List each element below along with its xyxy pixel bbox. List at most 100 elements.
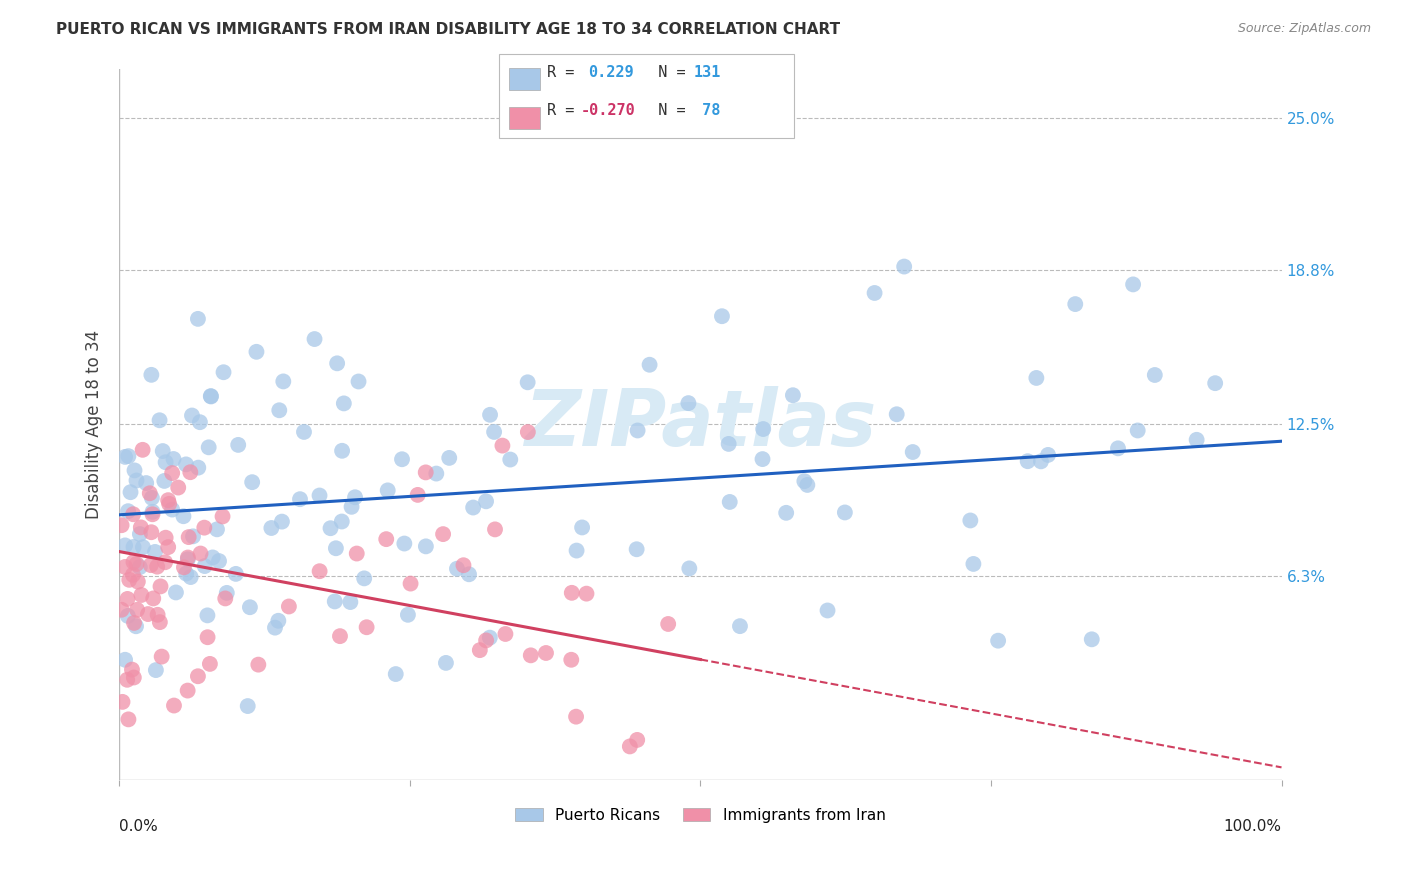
Point (565, 709, 588, 723)
Point (117, 712, 139, 726)
Point (146, 559, 169, 574)
Point (160, 466, 183, 480)
Point (122, 567, 145, 582)
Point (117, 608, 139, 623)
Point (128, 560, 150, 574)
Point (1036, 448, 1059, 462)
Point (187, 460, 209, 475)
Point (384, 667, 406, 681)
Point (728, 619, 751, 633)
Point (560, 653, 582, 667)
Point (1122, 277, 1144, 292)
Point (323, 594, 346, 608)
Text: R =: R = (547, 103, 583, 118)
Point (177, 530, 200, 544)
Point (239, 600, 262, 615)
Point (453, 558, 475, 573)
Point (796, 478, 818, 492)
Point (247, 657, 270, 672)
Point (329, 629, 352, 643)
Point (516, 376, 538, 390)
Point (122, 507, 145, 521)
Text: Source: ZipAtlas.com: Source: ZipAtlas.com (1237, 22, 1371, 36)
Legend: Puerto Ricans, Immigrants from Iran: Puerto Ricans, Immigrants from Iran (509, 802, 891, 829)
Point (125, 474, 148, 488)
Point (1126, 424, 1149, 438)
Point (494, 627, 516, 641)
Point (356, 620, 378, 634)
Point (194, 559, 217, 574)
Point (425, 467, 447, 481)
Point (377, 483, 399, 498)
Point (339, 595, 361, 609)
Text: N =: N = (640, 65, 695, 80)
Point (197, 608, 219, 623)
Point (139, 558, 162, 573)
Point (962, 557, 984, 571)
Point (125, 557, 148, 571)
Point (201, 550, 224, 565)
Point (834, 506, 856, 520)
Point (1107, 442, 1129, 456)
Point (163, 698, 186, 713)
Point (396, 607, 419, 622)
Point (399, 576, 422, 591)
Point (271, 515, 294, 529)
Point (292, 425, 315, 439)
Point (149, 615, 172, 629)
Point (657, 617, 679, 632)
Point (131, 588, 153, 602)
Point (886, 407, 908, 421)
Point (177, 552, 200, 566)
Point (153, 474, 176, 488)
Point (215, 586, 238, 600)
Point (190, 547, 212, 561)
Point (415, 466, 437, 480)
Point (415, 540, 437, 554)
Point (347, 375, 370, 389)
Point (491, 439, 513, 453)
Point (330, 515, 353, 529)
Point (1029, 454, 1052, 468)
Point (143, 545, 166, 559)
Point (160, 502, 183, 516)
Point (375, 532, 398, 546)
Point (181, 529, 204, 543)
Point (122, 555, 145, 569)
Point (114, 653, 136, 667)
Point (245, 344, 267, 359)
Point (152, 444, 174, 458)
Point (330, 443, 353, 458)
Point (111, 695, 134, 709)
Point (478, 631, 501, 645)
Point (626, 732, 648, 747)
Point (863, 285, 886, 300)
Point (200, 389, 222, 403)
Point (463, 500, 485, 515)
Point (475, 633, 498, 648)
Text: 0.229: 0.229 (588, 65, 633, 80)
Point (782, 388, 804, 402)
Point (180, 570, 202, 584)
Point (240, 475, 263, 490)
Point (146, 607, 169, 622)
Point (181, 409, 204, 423)
Point (273, 375, 295, 389)
Point (155, 531, 177, 545)
Point (619, 739, 641, 754)
Point (344, 490, 367, 504)
Point (1064, 297, 1087, 311)
Point (717, 437, 740, 451)
Point (131, 442, 153, 457)
Point (1204, 376, 1226, 391)
Text: 78: 78 (693, 103, 720, 118)
Point (110, 518, 132, 533)
Point (901, 445, 924, 459)
Point (157, 493, 180, 508)
Point (141, 508, 163, 522)
Point (118, 573, 141, 587)
Text: -0.270: -0.270 (581, 103, 636, 118)
Point (115, 673, 138, 687)
Point (893, 260, 915, 274)
Point (260, 521, 283, 535)
